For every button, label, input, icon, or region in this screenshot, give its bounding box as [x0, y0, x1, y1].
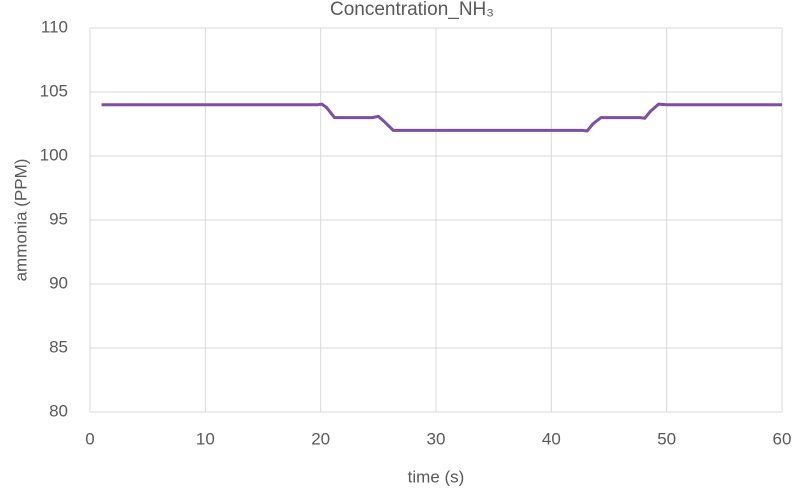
y-tick-label: 100 [40, 145, 68, 164]
x-tick-label: 30 [427, 429, 446, 448]
y-tick-label: 85 [49, 337, 68, 356]
x-tick-label: 50 [657, 429, 676, 448]
y-tick-label: 95 [49, 209, 68, 228]
data-line [101, 102, 782, 133]
x-axis-label: time (s) [408, 467, 465, 486]
x-tick-label: 10 [196, 429, 215, 448]
x-tick-label: 60 [773, 429, 792, 448]
y-tick-label: 105 [40, 81, 68, 100]
x-tick-label: 0 [85, 429, 94, 448]
chart-title: Concentration_NH₃ [330, 0, 494, 20]
y-tick-label: 110 [41, 17, 68, 36]
y-tick-label: 80 [49, 401, 68, 420]
y-axis-label: ammonia (PPM) [11, 159, 30, 282]
x-tick-label: 40 [542, 429, 561, 448]
x-tick-label: 20 [311, 429, 330, 448]
y-tick-label: 90 [49, 273, 68, 292]
